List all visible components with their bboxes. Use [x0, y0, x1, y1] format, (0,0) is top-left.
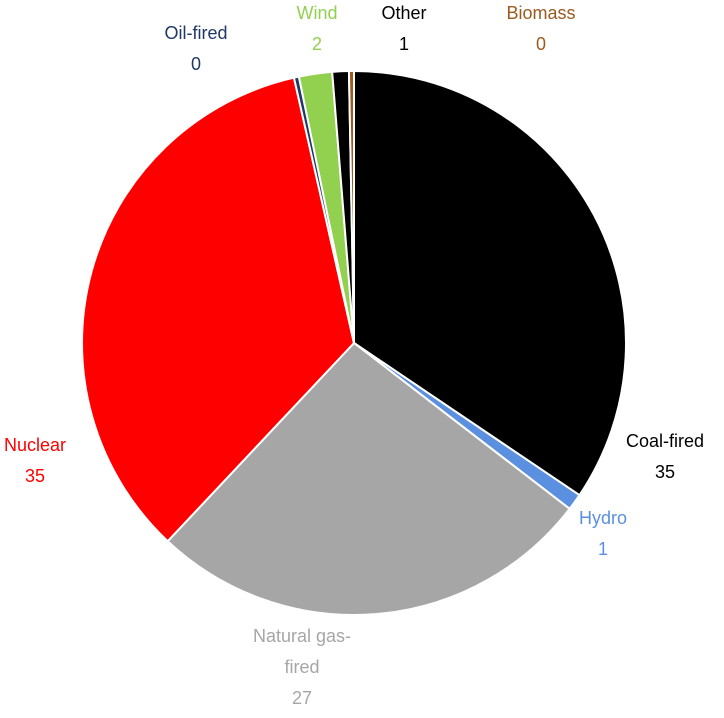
slice-label-other: Other 1	[381, 3, 426, 54]
slice-label-coal-fired: Coal-fired 35	[626, 431, 704, 482]
slice-name-coal-fired: Coal-fired	[626, 431, 704, 451]
slice-name-hydro: Hydro	[579, 508, 627, 528]
slice-biomass	[347, 69, 355, 344]
slice-label-oil-fired: Oil-fired 0	[164, 23, 227, 74]
slice-name-nuclear: Nuclear	[4, 435, 66, 455]
labels-layer: Coal-fired 35 Hydro 1 Natural gas-fired 27 Nuc…	[4, 3, 704, 708]
slice-label-natural-gas-fired: Natural gas-fired 27	[253, 626, 351, 708]
slice-name-wind: Wind	[296, 3, 337, 23]
slice-value-natural-gas-fired: 27	[292, 688, 312, 708]
slice-nuclear	[81, 76, 356, 543]
slice-value-wind: 2	[312, 34, 322, 54]
slice-value-oil-fired: 0	[191, 54, 201, 74]
slices-layer	[81, 69, 627, 616]
slice-label-hydro: Hydro 1	[579, 508, 627, 559]
slice-value-biomass: 0	[536, 34, 546, 54]
slice-value-nuclear: 35	[25, 466, 45, 486]
slice-value-other: 1	[399, 34, 409, 54]
slice-name-biomass: Biomass	[506, 3, 575, 23]
slice-value-hydro: 1	[598, 539, 608, 559]
slice-natural-gas-fired	[166, 341, 572, 616]
slice-label-biomass: Biomass 0	[506, 3, 575, 54]
slice-label-wind: Wind 2	[296, 3, 337, 54]
slice-name-oil-fired: Oil-fired	[164, 23, 227, 43]
slice-label-nuclear: Nuclear 35	[4, 435, 66, 486]
slice-name-natural-gas-fired: Natural gas-	[253, 626, 351, 646]
slice-value-coal-fired: 35	[655, 462, 675, 482]
slice-coal-fired	[353, 69, 627, 497]
slice-name-other: Other	[381, 3, 426, 23]
slice-name-natural-gas-fired: fired	[284, 657, 319, 677]
